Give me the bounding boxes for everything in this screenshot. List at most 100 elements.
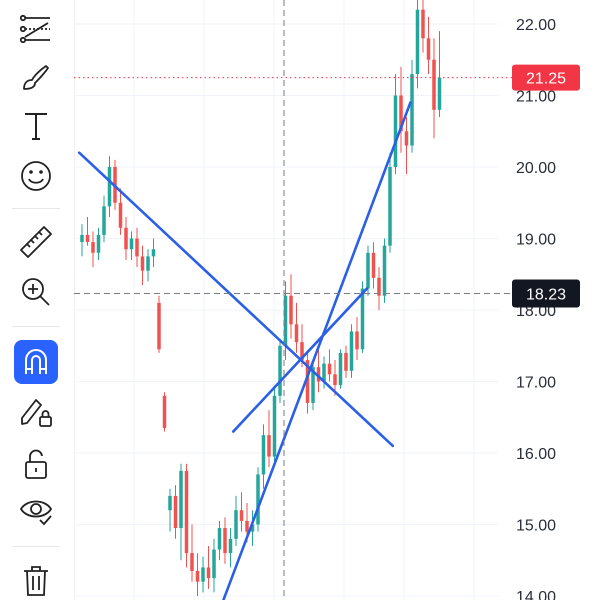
last-price-badge: 21.25 [512,64,580,91]
candle-body [256,474,260,525]
zoom-in-tool-icon [22,278,50,306]
candle-body [206,567,211,579]
price-axis[interactable]: 22.0021.0020.0019.0018.0017.0016.0015.00… [516,17,556,600]
candle-body [124,227,128,250]
candle-body [245,520,249,532]
candle-body [195,570,200,582]
lock-drawings-tool[interactable] [14,390,58,434]
candle-body [432,59,436,110]
candle-body [239,510,244,521]
candle-body [404,131,409,146]
candle-body [173,495,178,529]
candle-body [399,95,403,132]
chart-grid [74,0,498,600]
candle-body [327,363,332,375]
emoji-tool[interactable] [14,154,58,198]
candle-body [294,324,299,343]
hide-drawings-tool-icon [19,500,53,526]
candle-body [355,331,359,350]
candle-body [333,374,337,386]
candle-body [360,288,365,350]
text-tool-icon [25,113,47,140]
price-axis-label: 20.00 [516,160,556,177]
candle-body [305,360,310,403]
lock-drawings-tool-icon [21,399,52,427]
candle-body [162,395,167,428]
candle-body [85,234,90,243]
candle-body [278,345,282,396]
hide-drawings-tool[interactable] [14,490,58,534]
zoom-in-tool[interactable] [14,270,58,314]
price-axis-label: 15.00 [516,518,556,535]
trendline-drawings[interactable] [77,101,412,600]
toolbar-divider [12,546,60,547]
candle-body [179,470,183,529]
candle-body [388,167,392,246]
price-chart[interactable]: 22.00 21.00 20.00 19.00 18.00 17.00 16.00 15.00… [74,0,600,600]
candle-body [426,38,431,60]
candle-body [157,302,161,350]
candle-body [168,495,172,511]
candle-body [267,435,271,457]
unlock-tool[interactable] [14,442,58,486]
price-axis-label: 21.00 [516,89,556,106]
last-price-label: 21.25 [526,71,566,88]
candle-body [190,553,194,571]
candle-body [107,167,112,207]
candle-body [80,234,84,243]
candle-body [212,549,216,579]
candle-body [322,363,326,382]
toolbar-divider [12,326,60,327]
trend-line-tool-icon [19,14,50,44]
text-tool[interactable] [14,104,58,148]
price-axis-label: 17.00 [516,375,556,392]
candle-body [234,510,238,539]
brush-tool[interactable] [14,54,58,98]
candle-body [316,367,321,382]
brush-tool-icon [23,65,49,90]
toolbar-divider [12,208,60,209]
trendline [222,101,412,600]
candle-body [371,252,376,278]
crosshair-price-label: 18.23 [526,287,566,304]
emoji-tool-icon [21,161,51,191]
candle-body [261,435,266,475]
candle-body [184,470,189,554]
trend-line-tool[interactable] [14,6,58,50]
crosshair-price-badge: 18.23 [512,279,580,308]
candle-body [96,234,101,253]
ruler-tool[interactable] [14,220,58,264]
candle-body [300,342,304,361]
candle-body [437,77,442,110]
candle-body [311,367,315,403]
price-axis-label: 14.00 [516,589,556,600]
candle-body [118,202,123,228]
ruler-tool-icon [20,226,52,258]
candle-body [382,245,387,296]
magnet-tool[interactable] [14,340,58,384]
candle-body [140,256,145,271]
candle-body [217,528,222,550]
candle-body [393,95,398,167]
trendline [77,151,395,448]
candle-body [366,252,370,289]
magnet-tool-icon [25,349,47,374]
candle-body [377,277,381,296]
price-axis-label: 19.00 [516,232,556,249]
candle-body [102,206,106,235]
candle-body [349,331,354,371]
candle-body [344,352,348,371]
trash-tool-icon [24,566,48,596]
drawing-toolbar [0,0,75,600]
trendline [231,287,369,433]
candle-body [228,538,233,554]
candle-body [223,528,227,554]
trash-tool[interactable] [14,558,58,602]
candle-body [338,352,343,386]
candle-body [283,295,288,346]
chart-canvas[interactable]: 22.0021.0020.0019.0018.0017.0016.0015.00… [74,0,600,600]
candle-body [289,295,293,325]
candle-body [91,242,95,253]
price-axis-label: 22.00 [516,17,556,34]
candle-body [272,395,277,457]
